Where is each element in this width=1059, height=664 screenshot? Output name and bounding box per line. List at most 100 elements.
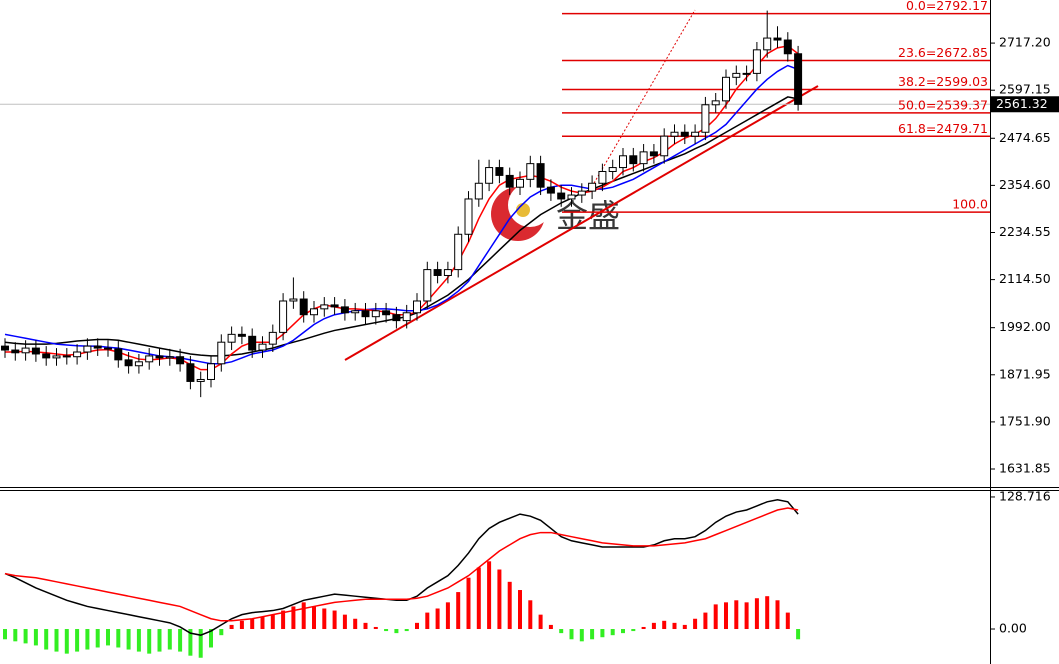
macd-bar — [476, 567, 481, 630]
candle-body — [413, 300, 421, 314]
candle-body — [62, 355, 71, 358]
y-tick-label: 2474.65 — [999, 130, 1051, 145]
candle-body — [227, 333, 236, 343]
candle-body — [557, 192, 566, 200]
macd-bar — [394, 629, 399, 634]
candle-body — [258, 343, 267, 351]
candle-body — [382, 310, 391, 316]
macd-bar — [54, 629, 59, 652]
macd-bar — [744, 602, 749, 630]
macd-bar — [250, 618, 255, 630]
macd-bar — [590, 629, 595, 640]
y-tick-label: 2114.50 — [999, 271, 1051, 286]
candle-body — [186, 363, 195, 382]
candle-body — [320, 304, 329, 310]
candle-body — [330, 304, 339, 308]
macd-bar — [785, 612, 790, 630]
candle-body — [31, 347, 40, 355]
candle-body — [392, 314, 401, 322]
candle-body — [670, 131, 679, 137]
fib-label: 0.0=2792.17 — [906, 0, 988, 13]
candle-body — [711, 100, 720, 106]
y-tick-label: 1992.00 — [999, 319, 1051, 334]
macd-bar — [33, 629, 38, 646]
y-tick-label: 2717.20 — [999, 35, 1051, 50]
macd-bar — [116, 629, 121, 648]
macd-bar — [435, 608, 440, 630]
candle-body — [485, 167, 494, 184]
candle-body — [93, 345, 102, 349]
macd-bar — [724, 602, 728, 630]
candle-body — [1, 345, 9, 351]
macd-bar — [538, 614, 543, 630]
candle-body — [155, 355, 164, 359]
candle-body — [495, 167, 504, 176]
macd-bar — [312, 606, 316, 630]
candle-body — [454, 233, 463, 271]
y-tick-label: 2234.55 — [999, 224, 1051, 239]
candle-body — [598, 170, 607, 184]
macd-bar — [373, 626, 378, 630]
macd-bar — [775, 600, 780, 630]
macd-bar — [23, 629, 28, 644]
candle-body — [629, 155, 638, 165]
y-tick-label: 2354.60 — [999, 177, 1051, 192]
trend-line — [344, 85, 819, 361]
macd-bar — [456, 592, 461, 630]
macd-bar — [239, 620, 244, 630]
candle-body — [516, 178, 524, 188]
candle-body — [83, 345, 92, 353]
ma-line — [4, 507, 799, 622]
macd-bar — [229, 624, 234, 630]
fib-label: 100.0 — [952, 197, 988, 212]
candle-body — [546, 186, 555, 194]
candle-body — [691, 131, 700, 137]
ma-line — [4, 498, 799, 636]
candle-body — [176, 356, 185, 365]
macd-bar — [75, 629, 80, 652]
macd-bar — [528, 600, 533, 630]
candle-body — [310, 308, 318, 316]
candle-body — [608, 167, 617, 172]
candle-body — [505, 174, 514, 188]
macd-bar — [291, 606, 296, 630]
macd-bar — [44, 629, 49, 650]
macd-bar — [198, 629, 203, 658]
candle-body — [104, 347, 112, 350]
candle-body — [433, 269, 442, 276]
candle-body — [536, 163, 545, 188]
macd-bar — [569, 629, 574, 640]
candle-body — [742, 72, 751, 75]
last-price-label: 2561.32 — [996, 96, 1048, 111]
macd-bar — [497, 569, 502, 630]
macd-bar — [445, 602, 450, 630]
fib-label: 50.0=2539.37 — [898, 97, 988, 112]
macd-bar — [487, 561, 492, 630]
macd-bar — [95, 629, 100, 648]
watermark-text: 金盛 — [556, 197, 620, 235]
macd-bar — [188, 629, 193, 656]
candle-body — [474, 182, 483, 200]
macd-bar — [559, 629, 564, 634]
fib-guide — [589, 9, 696, 191]
macd-bar — [765, 596, 770, 630]
macd-bar — [363, 622, 368, 630]
candle-body — [680, 131, 689, 137]
macd-bar — [301, 602, 306, 630]
macd-bar — [425, 612, 430, 630]
macd-bar — [209, 629, 213, 648]
candle-body — [299, 298, 308, 316]
candle-body — [402, 312, 411, 322]
candle-body — [207, 363, 215, 380]
macd-bar — [713, 604, 718, 630]
macd-bar — [126, 629, 131, 650]
candle-body — [114, 348, 123, 361]
macd-bar — [167, 629, 172, 650]
candle-body — [701, 104, 710, 133]
candle-body — [237, 333, 246, 337]
macd-bar — [3, 629, 7, 640]
candle-body — [217, 341, 226, 365]
candle-body — [752, 49, 761, 74]
candle-body — [52, 355, 61, 359]
